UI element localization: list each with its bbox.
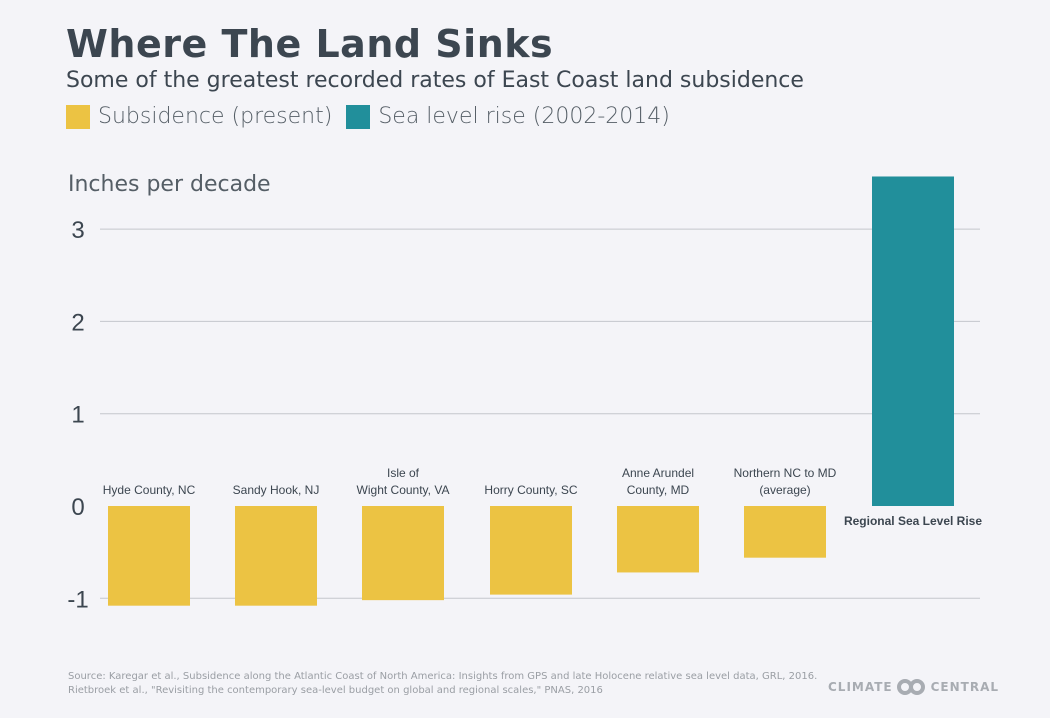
legend-swatch-subsidence: [66, 104, 90, 129]
legend-item-subsidence: Subsidence (present): [66, 104, 332, 129]
source-note: Source: Karegar et al., Subsidence along…: [68, 670, 817, 698]
legend-label: Subsidence (present): [98, 104, 333, 129]
category-label: County, MD: [627, 483, 690, 497]
bar: [235, 506, 317, 606]
bar: [490, 506, 572, 595]
bar: [108, 506, 190, 606]
chart-title: Where The Land Sinks: [66, 22, 554, 66]
bar: [872, 176, 954, 506]
category-label: Isle of: [387, 466, 420, 480]
y-tick-label: 3: [71, 217, 84, 244]
y-tick-label: 2: [71, 309, 84, 336]
bar: [362, 506, 444, 601]
category-label: Regional Sea Level Rise: [844, 514, 982, 528]
legend-item-sea-level: Sea level rise (2002-2014): [346, 104, 670, 129]
y-tick-label: 0: [71, 494, 84, 521]
legend-swatch-sea-level: [346, 104, 371, 129]
bar: [617, 506, 699, 573]
logo-rings-icon: [896, 679, 927, 695]
category-label: Anne Arundel: [622, 466, 694, 480]
source-line: Rietbroek et al., "Revisiting the contem…: [68, 685, 603, 696]
climate-central-logo: CLIMATE CENTRAL: [828, 679, 999, 695]
chart-subtitle: Some of the greatest recorded rates of E…: [66, 68, 804, 93]
category-label: Wight County, VA: [357, 483, 450, 497]
logo-text: CENTRAL: [930, 680, 1000, 694]
category-label: Sandy Hook, NJ: [233, 483, 320, 497]
legend-label: Sea level rise (2002-2014): [378, 104, 670, 129]
y-axis-label: Inches per decade: [68, 172, 271, 197]
bar: [744, 506, 826, 558]
y-tick-label: 1: [71, 402, 84, 429]
category-label: Northern NC to MD: [734, 466, 837, 480]
source-line: Source: Karegar et al., Subsidence along…: [68, 671, 818, 682]
y-tick-label: -1: [67, 586, 88, 613]
category-label: (average): [759, 483, 810, 497]
logo-text: CLIMATE: [828, 680, 893, 694]
category-label: Horry County, SC: [484, 483, 577, 497]
legend: Subsidence (present) Sea level rise (200…: [66, 104, 684, 129]
category-label: Hyde County, NC: [103, 483, 196, 497]
